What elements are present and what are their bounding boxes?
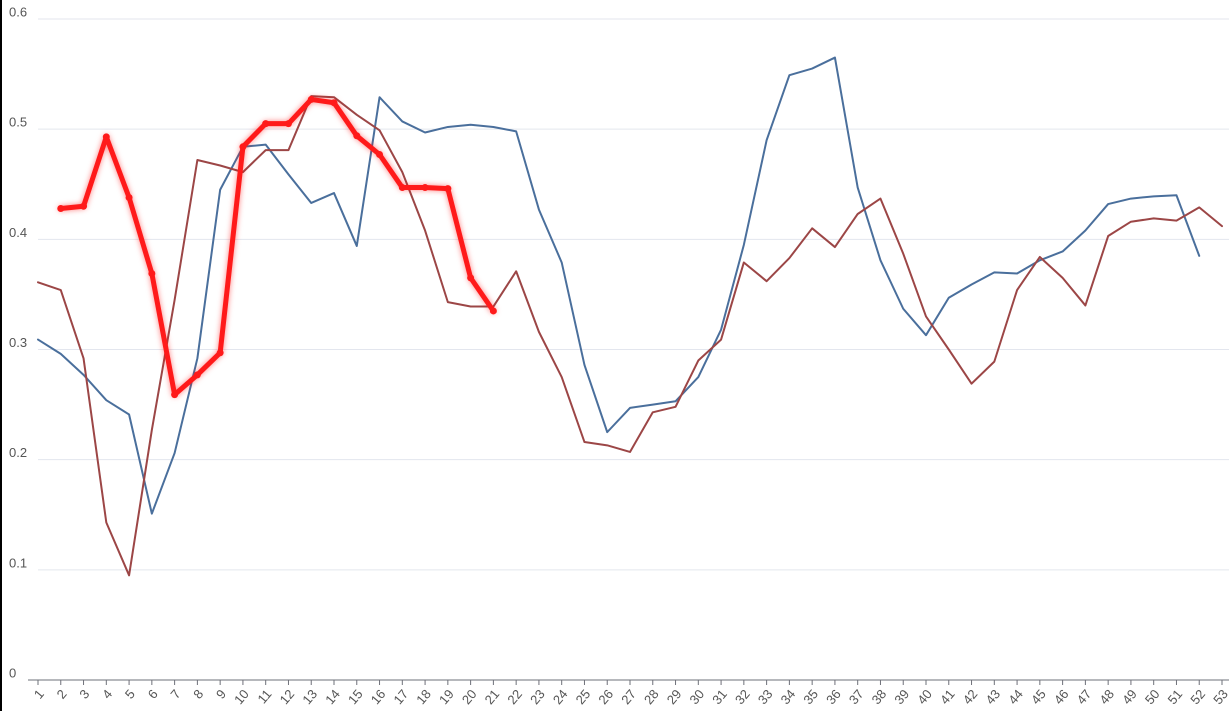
- x-tick-label: 3: [76, 686, 92, 701]
- x-tick-label: 29: [664, 686, 685, 707]
- x-tick-label: 14: [322, 686, 343, 707]
- x-tick-label: 42: [960, 686, 981, 707]
- x-tick-label: 37: [846, 686, 867, 707]
- x-tick-label: 31: [709, 686, 730, 707]
- x-tick-label: 33: [755, 686, 776, 707]
- x-tick-label: 53: [1210, 686, 1229, 707]
- data-point: [467, 274, 475, 282]
- x-tick-label: 6: [145, 686, 161, 701]
- x-tick-label: 30: [686, 686, 707, 707]
- x-tick-label: 20: [459, 686, 480, 707]
- x-tick-label: 9: [213, 686, 229, 701]
- y-tick-label: 0.5: [9, 115, 27, 130]
- x-tick-label: 5: [122, 686, 138, 701]
- series-line: [58, 96, 496, 398]
- data-point: [353, 132, 361, 140]
- data-point: [148, 269, 156, 277]
- data-point: [284, 120, 292, 128]
- data-point: [193, 371, 201, 379]
- data-point: [262, 120, 270, 128]
- x-tick-label: 18: [413, 686, 434, 707]
- x-tick-label: 19: [436, 686, 457, 707]
- x-tick-label: 48: [1096, 686, 1117, 707]
- data-point: [171, 391, 179, 399]
- x-tick-label: 35: [800, 686, 821, 707]
- data-point: [398, 184, 406, 192]
- data-point: [330, 99, 338, 107]
- series-line: [37, 95, 1223, 577]
- x-tick-label: 1: [31, 686, 47, 701]
- x-tick-label: 12: [277, 686, 298, 707]
- x-tick-label: 15: [345, 686, 366, 707]
- x-tick-label: 38: [869, 686, 890, 707]
- x-tick-label: 32: [732, 686, 753, 707]
- x-tick-label: 25: [573, 686, 594, 707]
- data-point: [80, 202, 88, 210]
- y-tick-label: 0.3: [9, 335, 27, 350]
- data-point: [376, 151, 384, 159]
- data-point: [307, 95, 315, 103]
- x-tick-label: 13: [299, 686, 320, 707]
- y-tick-label: 0.1: [9, 555, 27, 570]
- x-tick-label: 27: [618, 686, 639, 707]
- x-tick-label: 52: [1187, 686, 1208, 707]
- y-tick-label: 0.6: [9, 4, 27, 19]
- x-tick-label: 22: [504, 686, 525, 707]
- data-point: [239, 143, 247, 151]
- x-tick-label: 16: [368, 686, 389, 707]
- x-tick-label: 34: [778, 686, 799, 707]
- x-tick-label: 39: [891, 686, 912, 707]
- data-point: [216, 349, 224, 357]
- y-tick-label: 0.2: [9, 445, 27, 460]
- x-tick-label: 7: [167, 686, 183, 701]
- x-tick-label: 17: [390, 686, 411, 707]
- x-tick-label: 2: [54, 686, 70, 701]
- data-point: [57, 204, 65, 212]
- series-line: [37, 56, 1201, 515]
- x-tick-label: 41: [937, 686, 958, 707]
- x-tick-label: 44: [1005, 686, 1026, 707]
- x-tick-label: 21: [482, 686, 503, 707]
- x-tick-label: 51: [1165, 686, 1186, 707]
- x-tick-label: 45: [1028, 686, 1049, 707]
- x-tick-label: 26: [595, 686, 616, 707]
- x-tick-label: 49: [1119, 686, 1140, 707]
- x-tick-label: 36: [823, 686, 844, 707]
- x-tick-label: 24: [550, 686, 571, 707]
- y-tick-label: 0.4: [9, 225, 27, 240]
- x-tick-label: 4: [99, 686, 115, 701]
- x-tick-label: 23: [527, 686, 548, 707]
- data-point: [421, 184, 429, 192]
- data-point: [125, 193, 133, 201]
- data-point: [444, 185, 452, 193]
- x-tick-label: 43: [982, 686, 1003, 707]
- x-tick-label: 28: [641, 686, 662, 707]
- data-point: [489, 307, 497, 315]
- x-tick-label: 47: [1074, 686, 1095, 707]
- x-tick-label: 10: [231, 686, 252, 707]
- y-tick-label: 0: [9, 665, 16, 680]
- x-tick-label: 11: [254, 686, 274, 706]
- x-tick-label: 46: [1051, 686, 1072, 707]
- x-tick-label: 50: [1142, 686, 1163, 707]
- x-tick-label: 8: [190, 686, 206, 701]
- data-point: [102, 133, 110, 141]
- x-tick-label: 40: [914, 686, 935, 707]
